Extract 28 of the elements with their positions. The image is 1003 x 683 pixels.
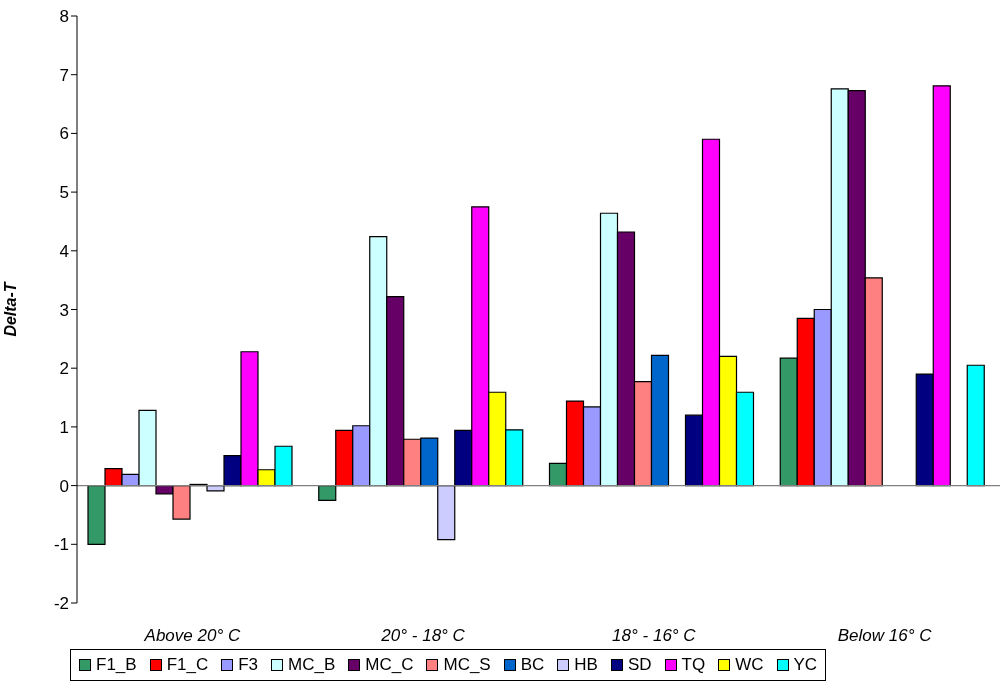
legend-label: WC — [734, 655, 764, 675]
y-tick-label: 6 — [59, 124, 69, 144]
y-tick-label: -1 — [53, 535, 69, 555]
y-tick-label: 1 — [59, 417, 69, 437]
legend-label: F1_B — [95, 655, 137, 675]
legend-label: SD — [626, 655, 652, 675]
legend-label: MC_C — [364, 655, 414, 675]
x-tick-label: 18° - 16° C — [612, 626, 697, 646]
legend-label: F3 — [237, 655, 259, 675]
y-tick-label: 4 — [59, 241, 69, 261]
y-tick-label: 8 — [59, 7, 69, 27]
legend-label: MC_S — [442, 655, 491, 675]
legend-label: YC — [792, 655, 818, 675]
legend-label: HB — [573, 655, 598, 675]
x-tick-label: Below 16° C — [837, 626, 933, 646]
y-tick-label: -2 — [53, 594, 69, 614]
x-tick-label: 20° - 18° C — [380, 626, 466, 646]
legend-label: MC_B — [287, 655, 336, 675]
legend-label: F1_C — [165, 655, 209, 675]
y-tick-label: 7 — [59, 65, 69, 85]
legend-label: BC — [519, 655, 545, 675]
x-tick-label: Above 20° C — [143, 626, 241, 646]
y-tick-label: 0 — [59, 476, 69, 496]
legend-label: TQ — [680, 655, 706, 675]
y-tick-label: 3 — [59, 300, 69, 320]
y-tick-label: 2 — [59, 359, 69, 379]
y-tick-label: 5 — [59, 183, 69, 203]
y-axis-title: Delta-T — [1, 281, 19, 337]
